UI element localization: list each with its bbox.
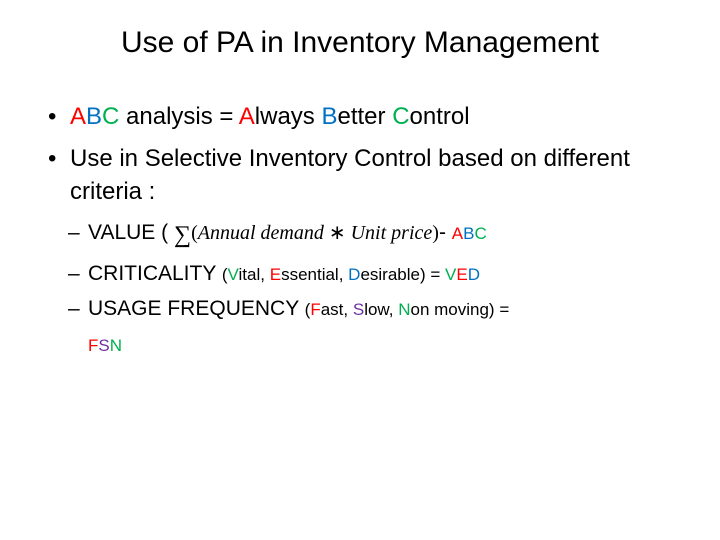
- paren-open: (: [191, 222, 198, 244]
- label-criticality: CRITICALITY: [88, 262, 222, 285]
- usage-non: on moving) =: [411, 300, 510, 319]
- label-usage: USAGE FREQUENCY: [88, 297, 305, 320]
- crit-e: E: [270, 265, 281, 284]
- usage-s: S: [353, 300, 364, 319]
- main-list: ABC analysis = Always Better Control Use…: [40, 100, 680, 363]
- letter-b: B: [86, 103, 102, 130]
- fsn-n: N: [110, 336, 122, 355]
- crit-essential: ssential,: [281, 265, 348, 284]
- label-value: VALUE (: [88, 221, 174, 244]
- dash: -: [439, 221, 452, 244]
- crit-desirable: esirable) =: [360, 265, 445, 284]
- formula-unit-price: Unit price: [351, 222, 433, 244]
- sub-list: VALUE ( ∑(Annual demand ∗ Unit price)- A…: [70, 215, 680, 363]
- usage-slow: low,: [364, 300, 398, 319]
- sub-value: VALUE ( ∑(Annual demand ∗ Unit price)- A…: [88, 215, 680, 256]
- usage-n: N: [398, 300, 410, 319]
- letter-c: C: [102, 103, 119, 130]
- letter-c2: C: [392, 103, 409, 130]
- sub-usage: USAGE FREQUENCY (Fast, Slow, Non moving)…: [88, 291, 680, 362]
- ved-v: V: [445, 265, 456, 284]
- bullet-abc-analysis: ABC analysis = Always Better Control: [70, 100, 680, 134]
- formula-annual-demand: Annual demand: [198, 222, 324, 244]
- crit-d: D: [348, 265, 360, 284]
- letter-b2: B: [321, 103, 337, 130]
- ved-e: E: [456, 265, 467, 284]
- letter-a2: A: [239, 103, 255, 130]
- crit-vital: ital,: [239, 265, 270, 284]
- abc-b: B: [463, 224, 474, 243]
- abc-a: A: [452, 224, 463, 243]
- letter-a: A: [70, 103, 86, 130]
- usage-fast: ast,: [321, 300, 353, 319]
- slide-title: Use of PA in Inventory Management: [40, 26, 680, 60]
- sigma-icon: ∑: [174, 215, 191, 256]
- abc-c: C: [474, 224, 486, 243]
- bullet-selective: Use in Selective Inventory Control based…: [70, 142, 680, 363]
- text-selective: Use in Selective Inventory Control based…: [70, 145, 630, 206]
- formula-mult: ∗: [324, 222, 351, 244]
- text-lways: lways: [255, 103, 322, 130]
- crit-v: V: [227, 265, 238, 284]
- fsn-s: S: [98, 336, 109, 355]
- sub-criticality: CRITICALITY (Vital, Essential, Desirable…: [88, 256, 680, 292]
- fsn-f: F: [88, 336, 98, 355]
- usage-f: F: [310, 300, 320, 319]
- text-etter: etter: [338, 103, 393, 130]
- paren-close: ): [432, 222, 439, 244]
- ved-d: D: [468, 265, 480, 284]
- text-ontrol: ontrol: [410, 103, 470, 130]
- text-analysis: analysis =: [119, 103, 238, 130]
